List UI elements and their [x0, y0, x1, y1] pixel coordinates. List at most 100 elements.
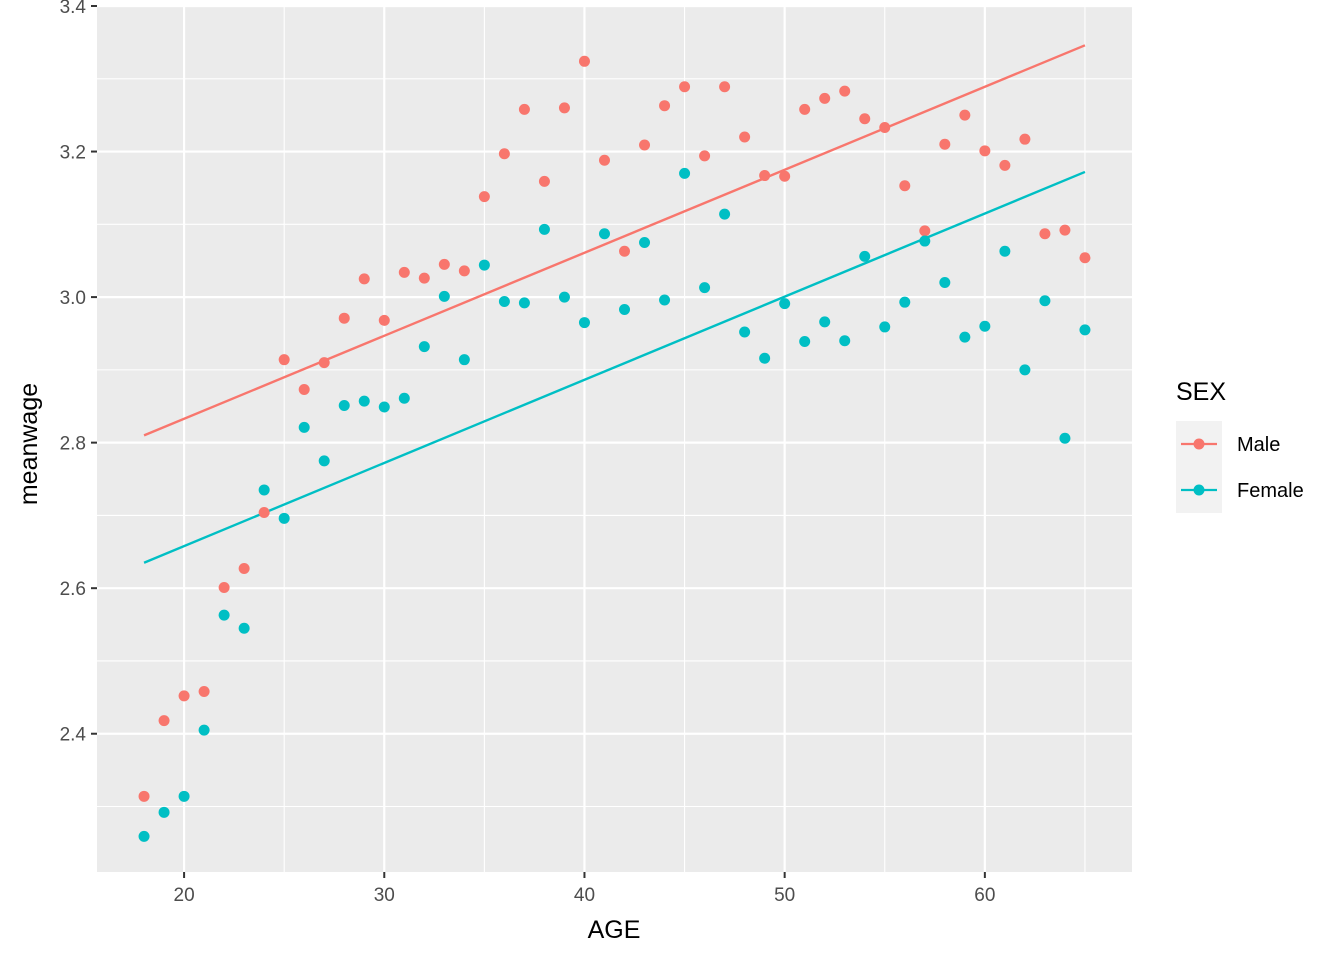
point-female — [358, 395, 370, 407]
point-male — [598, 154, 610, 166]
point-female — [418, 341, 430, 353]
point-female — [578, 317, 590, 329]
major-gridlines — [97, 4, 1132, 872]
legend-label-female: Female — [1237, 480, 1304, 502]
point-female — [659, 294, 671, 306]
point-female — [378, 401, 390, 413]
point-female — [719, 208, 731, 220]
point-male — [779, 170, 791, 182]
point-male — [839, 85, 851, 97]
point-male — [378, 314, 390, 326]
y-tick-label: 2.6 — [60, 579, 86, 600]
point-female — [759, 352, 771, 364]
fit-line-male — [143, 44, 1086, 437]
point-male — [318, 357, 330, 369]
point-female — [198, 724, 210, 736]
point-female — [939, 277, 951, 289]
point-female — [558, 291, 570, 303]
point-male — [859, 113, 871, 125]
point-male — [699, 150, 711, 162]
point-male — [739, 131, 751, 143]
point-female — [1039, 295, 1051, 307]
x-axis: 20 30 40 50 60 — [174, 872, 995, 906]
x-axis-title: AGE — [588, 916, 641, 944]
point-male — [178, 690, 190, 702]
point-male — [719, 81, 731, 93]
y-tick-label: 2.8 — [60, 434, 86, 455]
point-female — [238, 622, 250, 634]
point-male — [959, 109, 971, 121]
point-male — [999, 159, 1011, 171]
point-female — [258, 484, 270, 496]
point-female — [639, 237, 651, 249]
point-male — [518, 103, 530, 115]
point-female — [538, 223, 550, 235]
point-male — [639, 139, 651, 151]
point-female — [338, 400, 350, 412]
y-tick-label: 3.2 — [60, 143, 86, 164]
point-female — [318, 455, 330, 467]
point-male — [458, 265, 470, 277]
point-male — [538, 175, 550, 187]
point-female — [1079, 324, 1091, 336]
point-female — [819, 316, 831, 328]
x-tick-label: 40 — [574, 885, 595, 906]
point-male — [198, 686, 210, 698]
x-tick-label: 30 — [374, 885, 395, 906]
y-tick-label: 3.4 — [60, 0, 87, 18]
legend-point-male — [1193, 438, 1205, 450]
legend-label-male: Male — [1237, 434, 1280, 456]
point-male — [979, 145, 991, 157]
legend-item-female: Female — [1176, 467, 1304, 513]
point-female — [158, 806, 170, 818]
point-male — [919, 225, 931, 237]
point-female — [979, 320, 991, 332]
point-female — [438, 290, 450, 302]
plot-panel — [97, 6, 1132, 872]
point-male — [158, 715, 170, 727]
point-male — [358, 273, 370, 285]
point-female — [298, 421, 310, 433]
point-male — [1019, 133, 1031, 145]
point-male — [1079, 252, 1091, 264]
point-male — [1039, 228, 1051, 240]
point-male — [258, 507, 270, 519]
point-male — [438, 258, 450, 270]
legend-title: SEX — [1176, 378, 1226, 406]
point-female — [1019, 364, 1031, 376]
point-female — [679, 167, 691, 179]
point-male — [659, 100, 671, 112]
point-female — [518, 297, 530, 309]
point-male — [418, 272, 430, 284]
point-female — [699, 282, 711, 294]
point-female — [899, 296, 911, 308]
y-tick-label: 3.0 — [60, 288, 86, 309]
point-female — [218, 609, 230, 621]
point-female — [178, 790, 190, 802]
point-male — [218, 581, 230, 593]
legend-item-male: Male — [1176, 421, 1280, 467]
legend-point-female — [1193, 484, 1205, 496]
point-female — [839, 335, 851, 347]
point-female — [138, 830, 150, 842]
x-tick-label: 50 — [774, 885, 795, 906]
point-female — [999, 245, 1011, 257]
point-male — [278, 354, 290, 366]
x-tick-label: 60 — [974, 885, 995, 906]
point-male — [558, 102, 570, 114]
point-female — [598, 228, 610, 240]
point-female — [1059, 432, 1071, 444]
point-male — [138, 790, 150, 802]
point-male — [899, 180, 911, 192]
point-male — [799, 103, 811, 115]
point-female — [879, 321, 891, 333]
point-male — [578, 55, 590, 67]
y-axis-title: meanwage — [15, 383, 43, 505]
point-female — [919, 235, 931, 247]
point-male — [619, 245, 631, 257]
point-female — [278, 512, 290, 524]
point-female — [799, 335, 811, 347]
point-female — [478, 259, 490, 271]
point-male — [879, 122, 891, 134]
